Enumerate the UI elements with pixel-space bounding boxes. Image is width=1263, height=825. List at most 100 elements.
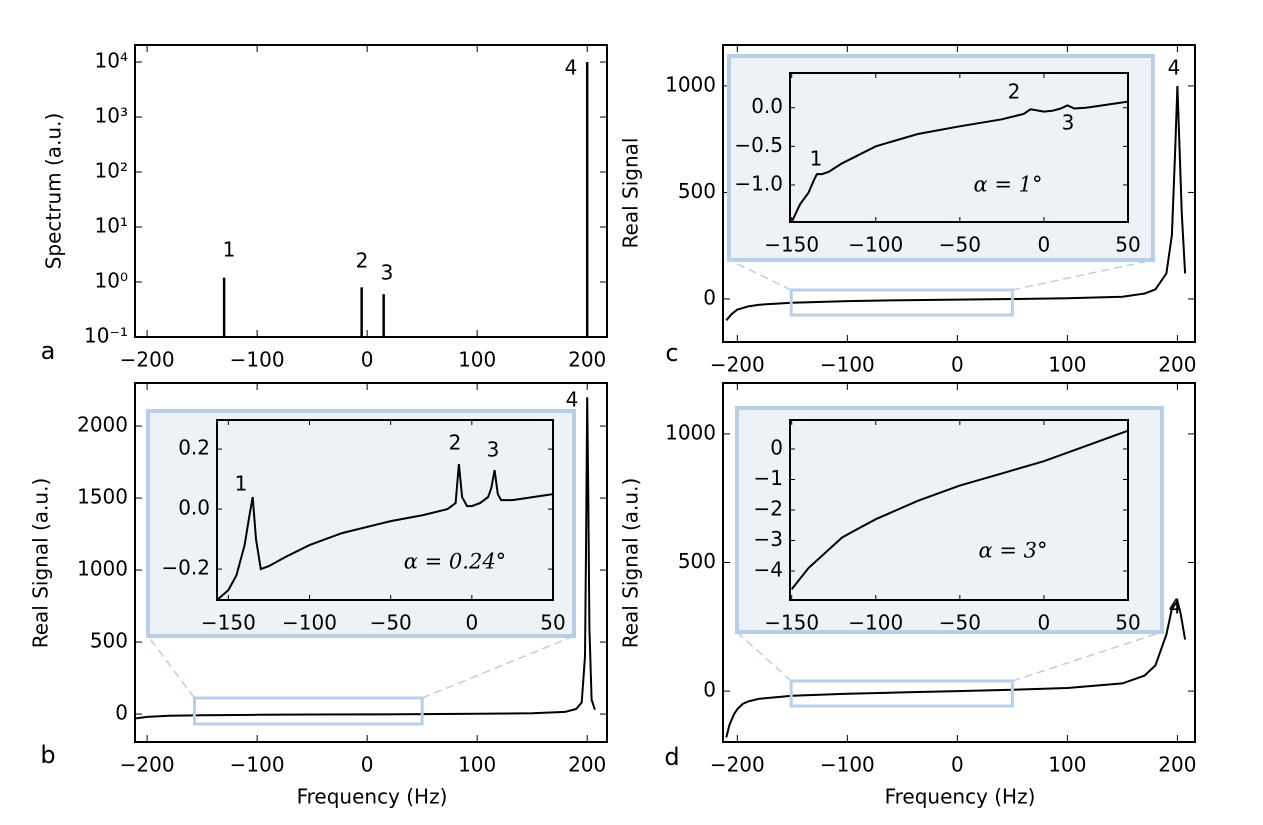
y-tick-label: 0.0 [178, 496, 210, 520]
x-tick-label: 0 [361, 753, 374, 777]
peak-label: 2 [1008, 80, 1021, 104]
y-tick-label: 0 [115, 701, 128, 725]
y-tick-label: 10¹ [95, 214, 128, 238]
y-tick-label: −4 [754, 558, 783, 582]
y-tick-label: 0.2 [178, 436, 210, 460]
x-tick-label: −200 [710, 753, 765, 777]
zoom-connector [147, 635, 196, 699]
panel-letter: b [40, 741, 55, 769]
x-axis-label: Frequency (Hz) [297, 785, 448, 809]
x-tick-label: 200 [1158, 353, 1196, 377]
x-tick-label: −100 [230, 348, 285, 372]
plot-frame [789, 72, 1129, 223]
y-tick-label: 2000 [77, 413, 128, 437]
y-axis-label: Real Signal [619, 138, 643, 249]
y-tick-label: 0 [703, 285, 716, 309]
x-tick-label: 200 [568, 753, 606, 777]
x-tick-label: 50 [540, 611, 565, 635]
x-tick-label: −100 [230, 753, 285, 777]
y-tick-label: −3 [754, 527, 783, 551]
y-tick-label: 0 [703, 678, 716, 702]
y-tick-label: 10⁰ [95, 269, 128, 293]
zoom-connector [736, 631, 792, 682]
plot-frame [722, 44, 1196, 343]
peak-label: 4 [566, 388, 579, 412]
peak-label: 1 [223, 238, 236, 262]
x-tick-label: 0 [361, 348, 374, 372]
y-tick-label: 10³ [95, 104, 128, 128]
zoom-connector [1012, 631, 1163, 682]
x-tick-label: 100 [458, 348, 496, 372]
line [725, 85, 1187, 321]
peak-label: 1 [810, 147, 823, 171]
alpha-note: α = 3° [979, 539, 1048, 563]
peak-label: 2 [449, 431, 462, 455]
x-tick-label: −100 [848, 233, 903, 257]
zoom-box [789, 679, 1014, 708]
x-tick-label: 200 [568, 348, 606, 372]
peak-label: 4 [1169, 595, 1182, 619]
y-tick-label: −0.5 [734, 133, 783, 157]
line [790, 429, 1129, 590]
y-tick-label: 0.0 [751, 94, 783, 118]
peak-label: 2 [356, 249, 369, 273]
y-axis-label: Spectrum (a.u.) [42, 113, 66, 270]
inset-plot-area [790, 73, 1128, 222]
x-tick-label: 50 [1115, 233, 1140, 257]
x-tick-label: 0 [1038, 611, 1051, 635]
peak-label: 4 [1168, 56, 1181, 80]
x-tick-label: −100 [282, 611, 337, 635]
line [725, 598, 1187, 738]
peak-label: 1 [235, 472, 248, 496]
peak-label: 3 [487, 438, 500, 462]
x-tick-label: 100 [1048, 353, 1086, 377]
x-tick-label: 0 [951, 353, 964, 377]
x-tick-label: −50 [939, 233, 981, 257]
zoom-box [192, 696, 424, 726]
x-tick-label: −200 [120, 753, 175, 777]
alpha-note: α = 1° [974, 173, 1043, 197]
x-tick-label: −50 [370, 611, 412, 635]
plot-frame [134, 44, 608, 338]
inset-plot-area [790, 420, 1128, 600]
x-tick-label: −150 [201, 611, 256, 635]
y-tick-label: 1000 [77, 557, 128, 581]
peak-label: 3 [381, 261, 394, 285]
alpha-note: α = 0.24° [404, 550, 506, 574]
y-tick-label: −0.2 [161, 556, 210, 580]
zoom-connector [1012, 259, 1154, 291]
x-axis-label: Frequency (Hz) [885, 785, 1036, 809]
y-tick-label: 500 [90, 629, 128, 653]
y-tick-label: 1500 [77, 485, 128, 509]
panel-letter: c [665, 339, 678, 367]
x-tick-label: 200 [1158, 753, 1196, 777]
x-tick-label: 0 [951, 753, 964, 777]
x-tick-label: 50 [1115, 611, 1140, 635]
x-tick-label: −100 [848, 611, 903, 635]
x-tick-label: −50 [939, 611, 981, 635]
inset-plot-area [217, 420, 553, 600]
y-tick-label: −2 [754, 497, 783, 521]
panel-letter: d [664, 743, 679, 771]
x-tick-label: 100 [458, 753, 496, 777]
x-tick-label: 100 [1048, 753, 1086, 777]
y-tick-label: 500 [678, 179, 716, 203]
y-tick-label: 500 [678, 549, 716, 573]
plot-frame [789, 419, 1129, 601]
x-tick-label: −100 [820, 353, 875, 377]
zoom-connector [728, 259, 792, 291]
y-axis-label: Real Signal (a.u.) [29, 478, 53, 649]
x-tick-label: −150 [764, 611, 819, 635]
peak-label: 4 [565, 56, 578, 80]
line [135, 397, 596, 720]
y-tick-label: 1000 [665, 420, 716, 444]
y-tick-label: 10² [95, 159, 128, 183]
x-tick-label: −150 [764, 233, 819, 257]
y-tick-label: −1 [754, 466, 783, 490]
x-tick-label: −100 [820, 753, 875, 777]
x-tick-label: 0 [465, 611, 478, 635]
y-tick-label: 1000 [665, 72, 716, 96]
x-tick-label: −200 [120, 348, 175, 372]
